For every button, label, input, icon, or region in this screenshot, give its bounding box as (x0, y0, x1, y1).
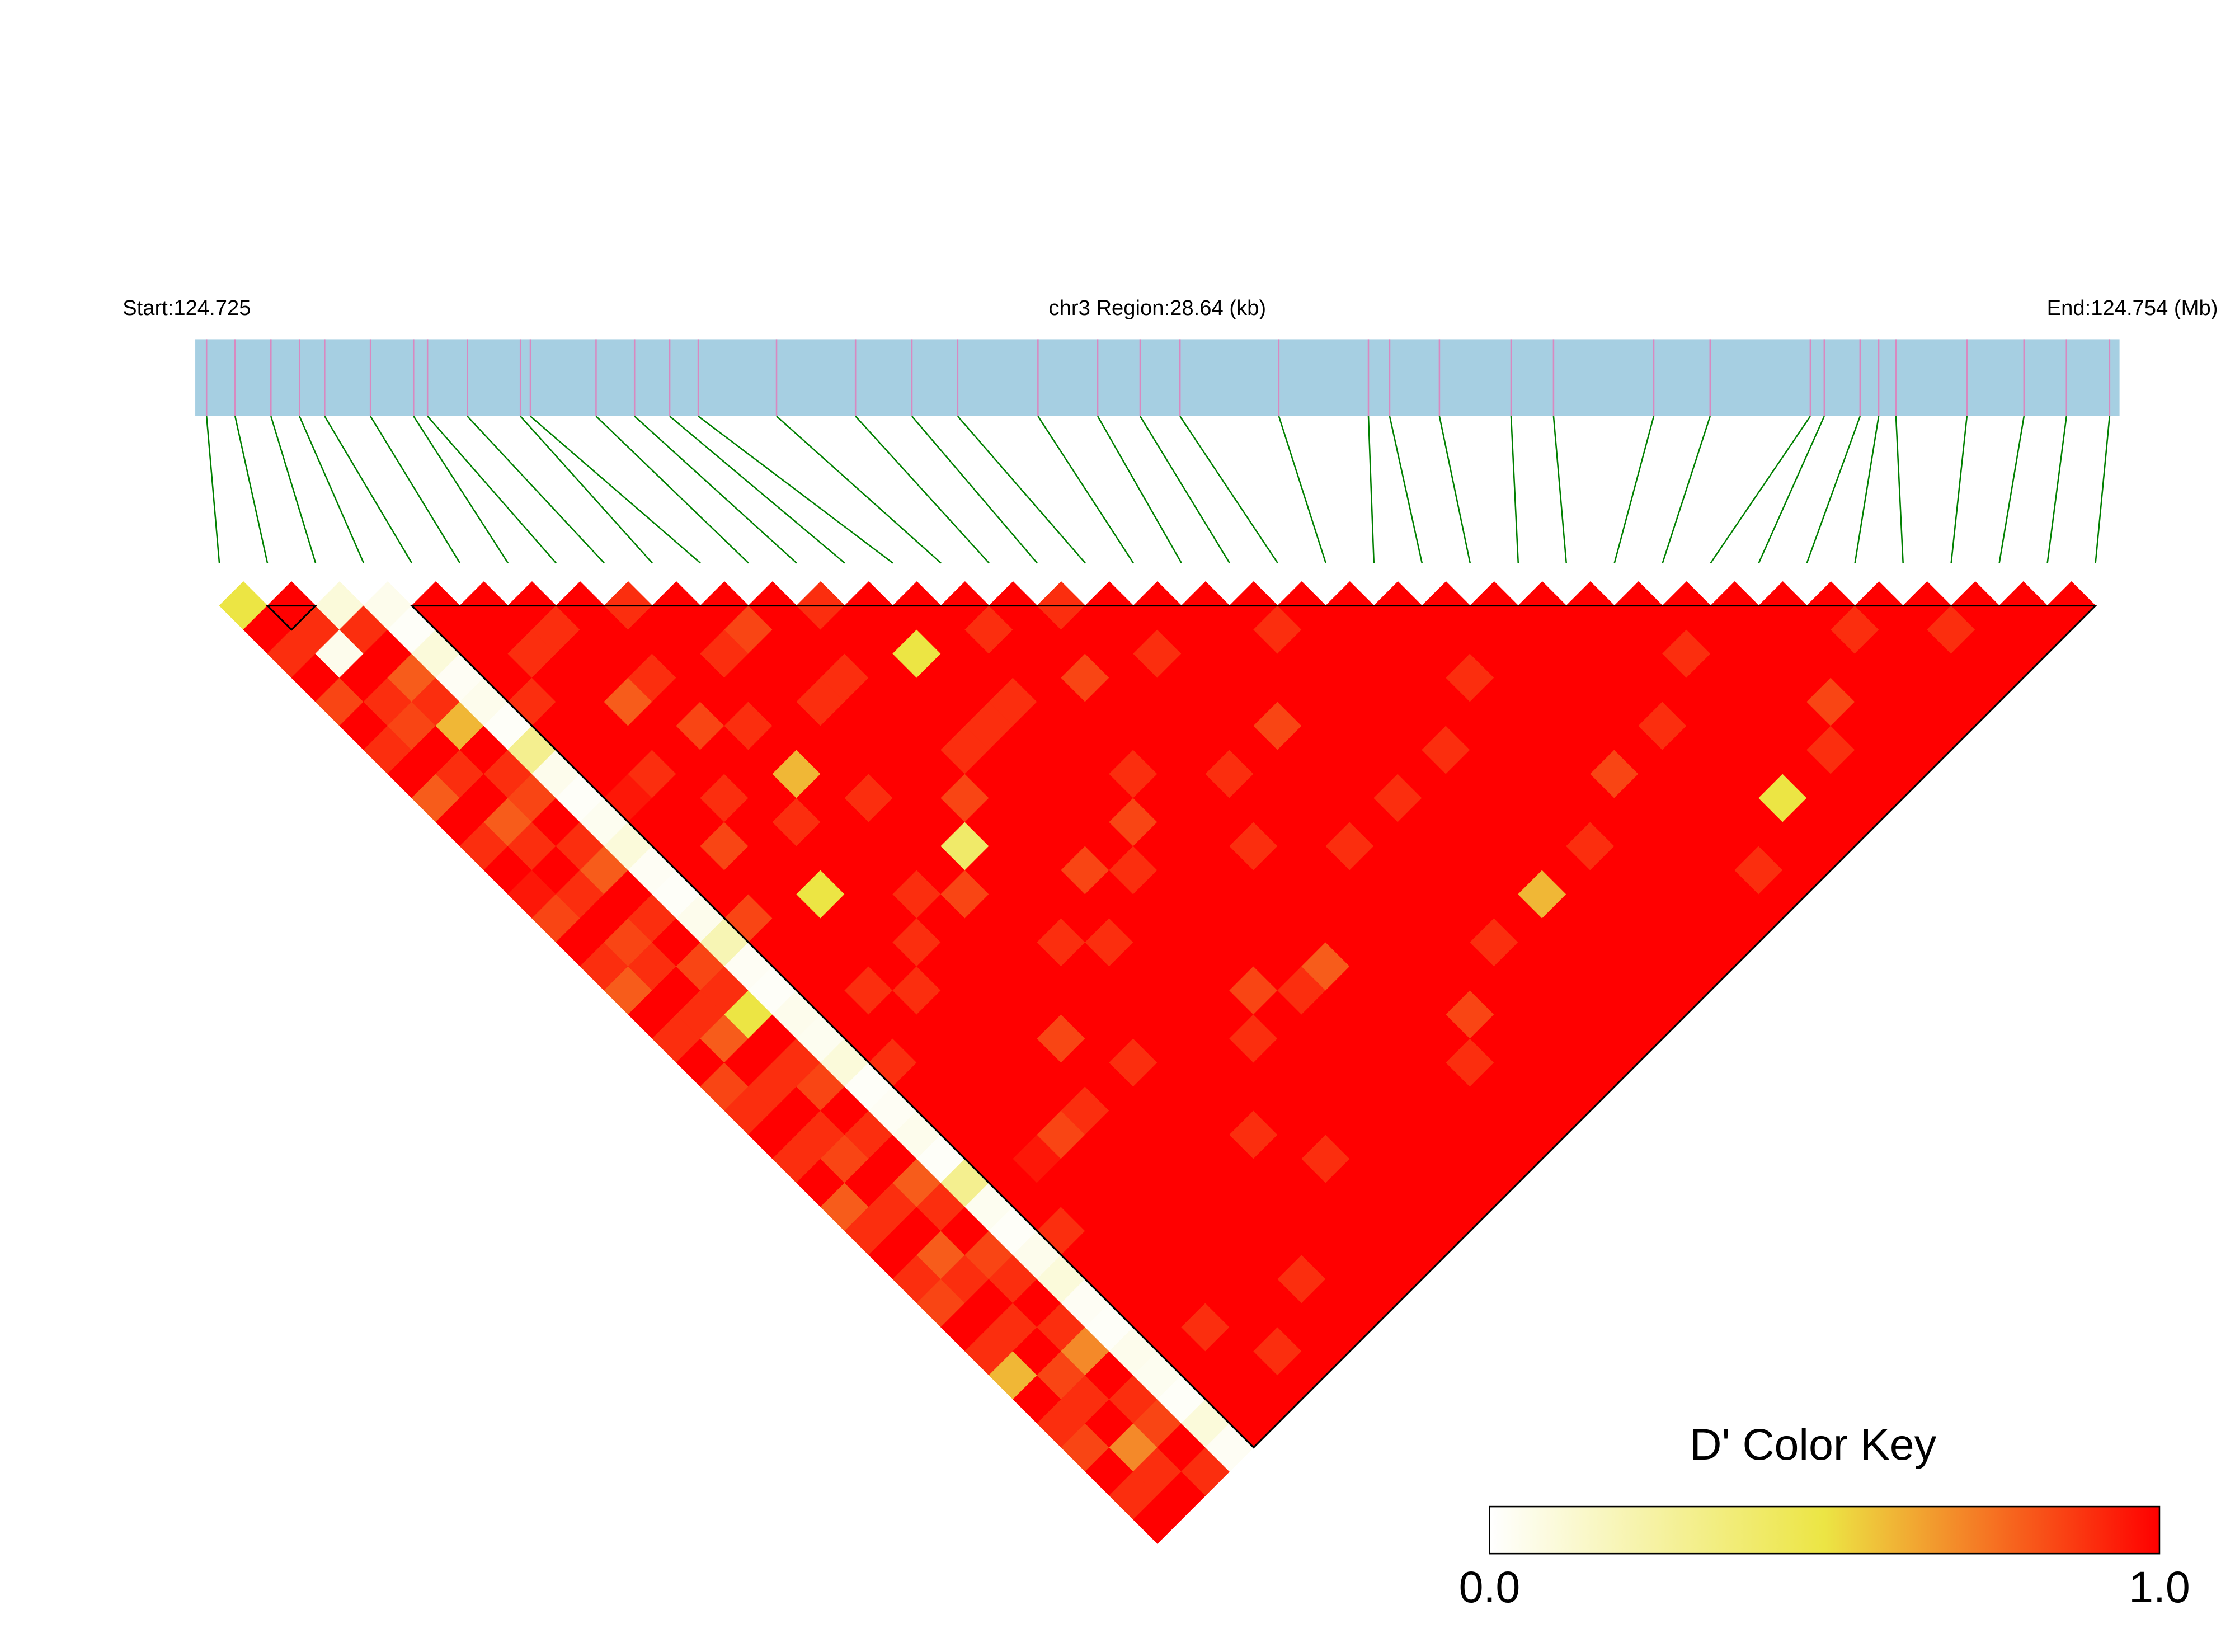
color-key (1489, 1505, 2161, 1555)
ld-block (410, 605, 2098, 1449)
ld-block (265, 605, 318, 631)
snp-link (427, 416, 557, 564)
snp-link (595, 416, 749, 564)
end-label: End:124.754 (Mb) (2047, 296, 2218, 320)
snp-link (855, 416, 990, 564)
snp-link (1758, 416, 1825, 563)
snp-link (1389, 416, 1423, 563)
snp-link (270, 416, 317, 563)
snp-link (669, 416, 845, 564)
region-label: chr3 Region:28.64 (kb) (1049, 296, 1267, 320)
snp-link (2046, 416, 2068, 563)
snp-link (1037, 416, 1134, 564)
snp-link (698, 415, 893, 564)
snp-link (911, 416, 1038, 564)
snp-link (370, 416, 461, 564)
snp-link (1179, 416, 1278, 564)
snp-link (467, 416, 605, 564)
snp-link (1139, 416, 1230, 564)
snp-link (1367, 416, 1375, 563)
snp-link (1278, 416, 1327, 563)
position-bar (195, 339, 2120, 416)
snp-link (1806, 416, 1861, 563)
key-title: D' Color Key (1690, 1420, 1936, 1469)
snp-link (234, 416, 269, 563)
snp-link (413, 416, 509, 564)
snp-link (520, 416, 653, 564)
snp-link (776, 416, 942, 564)
snp-link (530, 416, 701, 564)
key-tick-label: 0.0 (1459, 1562, 1521, 1612)
snp-link (1950, 416, 1968, 563)
snp-link (1895, 416, 1904, 563)
snp-link (324, 416, 413, 564)
snp-link (1552, 416, 1568, 563)
snp-link (957, 416, 1086, 564)
start-label: Start:124.725 (123, 296, 251, 320)
snp-link (1097, 416, 1182, 564)
snp-link (1998, 416, 2025, 563)
snp-link (2095, 416, 2111, 563)
snp-link (1613, 416, 1655, 563)
snp-link (1854, 416, 1880, 563)
snp-link (1438, 416, 1471, 563)
snp-link (1710, 416, 1811, 564)
snp-link (634, 416, 797, 564)
snp-link (1510, 416, 1519, 563)
snp-link (1662, 416, 1711, 563)
snp-link (205, 416, 220, 563)
key-tick-label: 1.0 (2129, 1562, 2190, 1612)
snp-link (299, 416, 365, 563)
ld-cells (219, 581, 2096, 1544)
